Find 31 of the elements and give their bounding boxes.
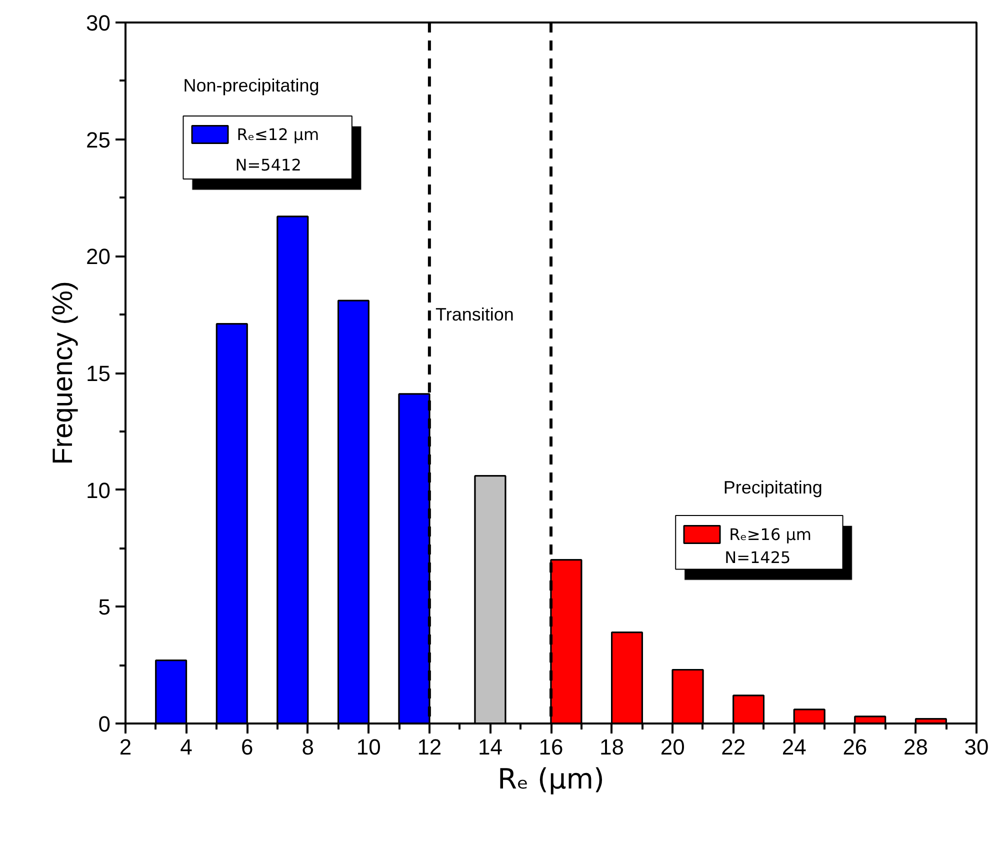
x-axis-title: Rₑ (μm) bbox=[498, 762, 604, 796]
y-tick-label: 10 bbox=[86, 478, 111, 503]
y-tick-label: 0 bbox=[98, 712, 111, 736]
y-tick-label: 25 bbox=[86, 127, 111, 152]
x-tick-label: 16 bbox=[538, 734, 564, 760]
annotation: Precipitating bbox=[723, 477, 822, 498]
y-tick-label: 20 bbox=[86, 244, 111, 270]
y-tick-label: 30 bbox=[86, 10, 111, 36]
annotation: Non-precipitating bbox=[183, 76, 320, 96]
x-tick-label: 20 bbox=[660, 734, 685, 760]
x-tick-label: 8 bbox=[302, 734, 314, 760]
x-tick-label: 14 bbox=[478, 734, 502, 760]
legend-label: Rₑ≥16 μm bbox=[729, 524, 812, 544]
x-tick-label: 28 bbox=[903, 734, 928, 760]
annotation: Transition bbox=[436, 304, 514, 325]
x-tick-label: 22 bbox=[721, 734, 746, 760]
x-tick-label: 10 bbox=[356, 734, 381, 760]
y-tick-label: 5 bbox=[98, 594, 111, 620]
x-tick-label: 26 bbox=[842, 734, 868, 760]
x-tick-label: 24 bbox=[782, 734, 806, 760]
x-tick-label: 12 bbox=[417, 734, 442, 760]
x-tick-label: 2 bbox=[119, 734, 132, 760]
annotation: N=5412 bbox=[235, 156, 302, 175]
x-tick-label: 6 bbox=[240, 734, 254, 760]
x-tick-label: 30 bbox=[964, 734, 989, 760]
x-tick-label: 4 bbox=[180, 734, 192, 760]
annotation: N=1425 bbox=[724, 548, 791, 568]
y-tick-label: 15 bbox=[86, 361, 111, 386]
y-axis-title: Frequency (%) bbox=[47, 281, 78, 465]
legend-label: Rₑ≤12 μm bbox=[236, 124, 320, 144]
x-tick-label: 18 bbox=[600, 734, 624, 760]
